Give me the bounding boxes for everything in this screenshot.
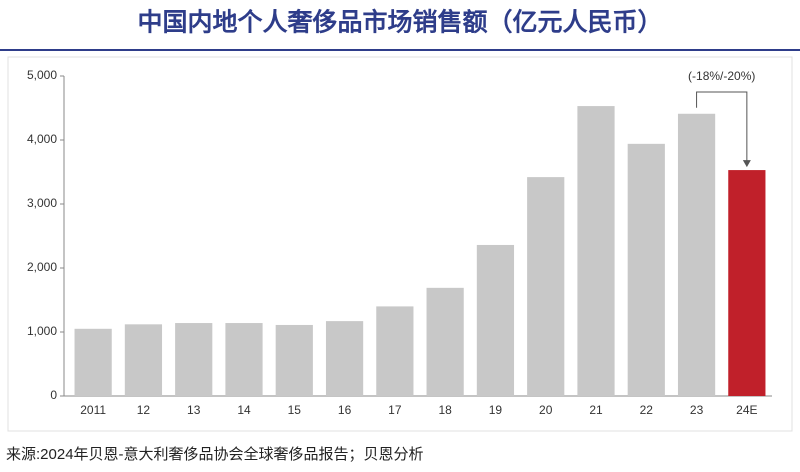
- source-note: 来源:2024年贝恩-意大利奢侈品协会全球奢侈品报告；贝恩分析: [6, 445, 424, 463]
- x-tick-label: 24E: [736, 403, 757, 417]
- x-tick-label: 17: [388, 403, 402, 417]
- bar: [175, 323, 213, 396]
- x-tick-label: 12: [137, 403, 151, 417]
- bar: [124, 324, 163, 396]
- x-tick-label: 13: [187, 403, 201, 417]
- x-tick-label: 2011: [80, 403, 106, 417]
- bar: [325, 321, 364, 396]
- bar: [527, 177, 565, 396]
- bar: [74, 328, 112, 396]
- bar: [728, 170, 766, 396]
- bar: [275, 324, 313, 396]
- x-tick-label: 22: [640, 403, 654, 417]
- bar: [426, 287, 464, 396]
- y-tick-label: 4,000: [27, 132, 57, 146]
- plot-frame: [7, 56, 793, 432]
- bar: [577, 106, 615, 396]
- x-tick-label: 18: [438, 403, 452, 417]
- y-tick-label: 5,000: [27, 68, 57, 82]
- x-tick-label: 23: [690, 403, 704, 417]
- x-tick-label: 20: [539, 403, 553, 417]
- y-tick-label: 3,000: [27, 196, 57, 210]
- annotation: (-18%/-20%): [688, 69, 755, 83]
- y-tick-label: 2,000: [27, 260, 57, 274]
- annotation-arrow: [742, 160, 751, 168]
- chart-title: 中国内地个人奢侈品市场销售额（亿元人民币）: [137, 8, 662, 37]
- bar: [476, 244, 515, 396]
- bar: [225, 323, 263, 396]
- x-tick-label: 19: [489, 403, 503, 417]
- annotation-bracket: [696, 91, 748, 165]
- y-tick-label: 1,000: [27, 324, 57, 338]
- x-tick-label: 14: [237, 403, 251, 417]
- bar: [677, 113, 716, 396]
- y-tick-label: 0: [50, 388, 57, 402]
- x-tick-label: 15: [288, 403, 302, 417]
- bar: [376, 306, 414, 396]
- x-tick-label: 16: [338, 403, 352, 417]
- x-tick-label: 21: [589, 403, 603, 417]
- bar: [627, 143, 665, 396]
